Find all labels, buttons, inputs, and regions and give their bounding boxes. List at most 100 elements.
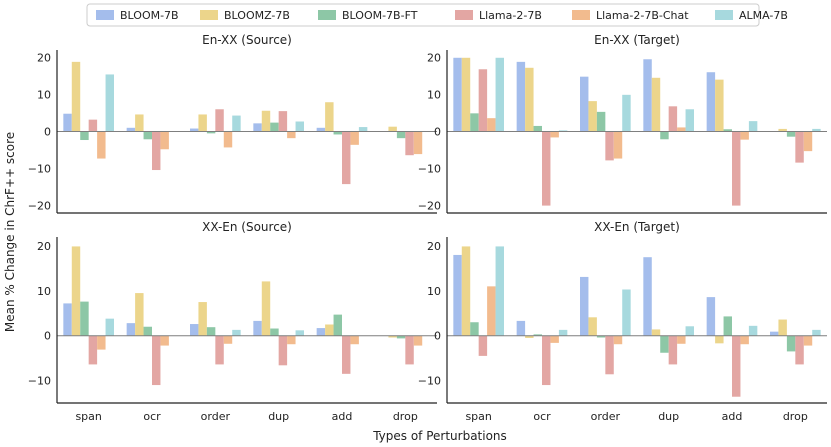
bar-llama-2-7b-span: [88, 335, 98, 365]
bar-llama-2-7b-chat-order: [613, 131, 623, 159]
x-tick-label-ocr: ocr: [533, 410, 551, 423]
bar-alma-7b-dup: [685, 109, 694, 132]
bar-alma-7b-ocr: [558, 329, 568, 336]
bar-bloom-7b-ft-drop: [396, 131, 406, 139]
bar-llama-2-7b-order: [215, 109, 224, 132]
bar-bloomz-7b-dup: [651, 329, 661, 336]
panel-xx-en-source: XX-En (Source) −10 0 10 20 span ocr order dup add…: [28, 220, 437, 423]
bar-alma-7b-order: [622, 289, 631, 336]
bar-bloom-7b-ocr: [516, 61, 526, 132]
bar-bloomz-7b-drop: [778, 128, 787, 132]
panel-title: XX-En (Target): [594, 220, 680, 234]
y-tick-label: 0: [434, 126, 441, 139]
bar-bloom-7b-ft-span: [80, 301, 89, 336]
bar-llama-2-7b-dup: [278, 111, 288, 132]
bar-bloom-7b-ft-order: [596, 335, 606, 338]
bar-bloomz-7b-span: [71, 246, 81, 336]
bar-llama-2-7b-chat-ocr: [550, 335, 559, 343]
bar-llama-2-7b-dup: [668, 106, 678, 132]
bar-llama-2-7b-span: [478, 335, 488, 356]
bar-bloom-7b-span: [63, 113, 72, 132]
bar-bloomz-7b-span: [71, 61, 81, 132]
bar-llama-2-7b-drop: [405, 131, 414, 156]
x-tick-label-add: add: [722, 410, 743, 423]
bar-bloomz-7b-drop: [388, 126, 397, 132]
bar-llama-2-7b-ocr: [152, 335, 161, 386]
bar-bloom-7b-order: [580, 276, 589, 336]
bar-llama-2-7b-dup: [278, 335, 288, 366]
bar-bloomz-7b-add: [325, 324, 334, 336]
bar-llama-2-7b-chat-order: [223, 335, 233, 344]
bar-alma-7b-span: [105, 318, 114, 336]
bar-bloom-7b-ft-order: [206, 327, 216, 336]
x-tick-label-drop: drop: [393, 410, 418, 423]
legend-label-bloomz-7b: BLOOMZ-7B: [224, 9, 290, 22]
x-tick-label-dup: dup: [268, 410, 289, 423]
y-axis-label: Mean % Change in ChrF++ score: [3, 132, 17, 332]
legend-label-llama-2-7b: Llama-2-7B: [479, 9, 542, 22]
bar-llama-2-7b-chat-dup: [677, 127, 686, 132]
bar-bloom-7b-ft-ocr: [533, 334, 542, 336]
bar-alma-7b-drop: [812, 128, 821, 132]
bar-bloomz-7b-span: [461, 57, 471, 132]
bar-llama-2-7b-order: [215, 335, 224, 365]
legend: BLOOM-7B BLOOMZ-7B BLOOM-7B-FT Llama-2-7B Ll…: [86, 3, 788, 27]
bar-alma-7b-ocr: [558, 130, 568, 132]
bar-bloom-7b-ft-add: [333, 314, 342, 336]
x-tick-label-span: span: [75, 410, 101, 423]
bar-alma-7b-drop: [812, 329, 821, 336]
bar-llama-2-7b-chat-add: [740, 335, 749, 345]
bar-llama-2-7b-drop: [795, 335, 804, 365]
x-tick-label-drop: drop: [783, 410, 808, 423]
panel-en-xx-source: En-XX (Source) −20 −10 0 10 20: [28, 33, 437, 214]
y-tick-label: −20: [418, 200, 441, 213]
bar-llama-2-7b-drop: [405, 335, 414, 365]
bar-alma-7b-order: [232, 115, 241, 132]
bar-bloom-7b-ft-order: [596, 111, 606, 132]
bar-bloom-7b-order: [190, 128, 199, 132]
bar-bloomz-7b-order: [588, 317, 597, 336]
bar-llama-2-7b-add: [732, 335, 741, 397]
bar-bloom-7b-dup: [253, 123, 262, 132]
legend-swatch-bloomz-7b: [200, 10, 218, 20]
x-tick-label-dup: dup: [658, 410, 679, 423]
legend-label-llama-2-7b-chat: Llama-2-7B-Chat: [596, 9, 689, 22]
bar-llama-2-7b-add: [342, 131, 351, 185]
bar-bloom-7b-dup: [643, 59, 652, 132]
panel-title: En-XX (Source): [202, 33, 292, 47]
y-tick-label: 0: [44, 330, 51, 343]
bar-bloomz-7b-span: [461, 246, 471, 336]
bar-bloom-7b-add: [316, 127, 326, 132]
bar-bloom-7b-ft-ocr: [533, 125, 542, 132]
bar-llama-2-7b-chat-order: [223, 131, 233, 148]
legend-swatch-llama-2-7b-chat: [572, 10, 590, 20]
bar-bloomz-7b-ocr: [135, 293, 144, 336]
y-tick-label: 10: [37, 88, 51, 101]
bar-bloomz-7b-ocr: [525, 335, 534, 338]
bar-bloom-7b-ft-dup: [270, 328, 279, 336]
bar-alma-7b-span: [495, 57, 504, 132]
bar-bloom-7b-ocr: [126, 323, 136, 336]
y-tick-label: 10: [427, 88, 441, 101]
bar-llama-2-7b-chat-span: [487, 286, 496, 336]
bar-bloom-7b-ft-span: [470, 322, 479, 336]
bar-bloom-7b-span: [453, 57, 462, 132]
legend-swatch-bloom-7b: [96, 10, 114, 20]
bar-llama-2-7b-chat-add: [350, 131, 359, 145]
bar-bloom-7b-ft-add: [723, 316, 732, 336]
bar-bloomz-7b-order: [198, 302, 207, 336]
bar-bloomz-7b-order: [198, 114, 207, 132]
legend-label-bloom-7b: BLOOM-7B: [120, 9, 179, 22]
bar-alma-7b-add: [358, 127, 368, 132]
bar-llama-2-7b-dup: [668, 335, 678, 365]
bar-alma-7b-dup: [295, 121, 304, 132]
bar-llama-2-7b-chat-drop: [803, 131, 813, 152]
x-tick-label-ocr: ocr: [143, 410, 161, 423]
bar-bloom-7b-ft-add: [723, 129, 732, 132]
x-axis-label: Types of Perturbations: [372, 429, 507, 443]
y-tick-label: 0: [44, 126, 51, 139]
bar-llama-2-7b-chat-drop: [413, 131, 423, 155]
bar-bloom-7b-span: [63, 303, 72, 336]
bar-alma-7b-add: [748, 325, 758, 336]
